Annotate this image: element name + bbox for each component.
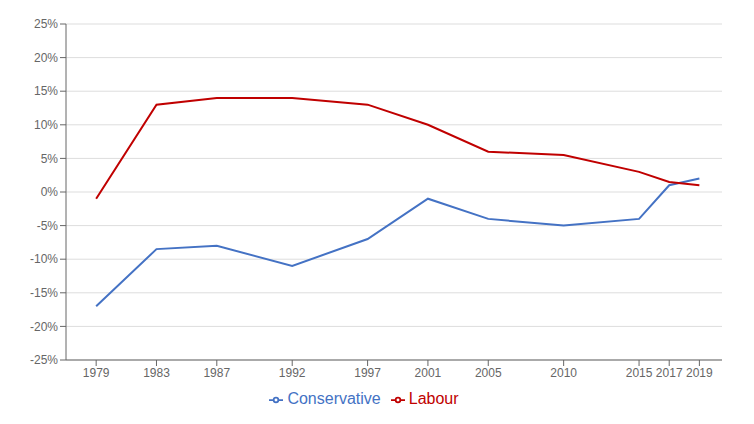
- svg-text:2015: 2015: [626, 366, 653, 380]
- svg-text:1987: 1987: [203, 366, 230, 380]
- svg-text:-10%: -10%: [30, 252, 58, 266]
- svg-text:2017: 2017: [656, 366, 683, 380]
- svg-text:1979: 1979: [83, 366, 110, 380]
- svg-text:-15%: -15%: [30, 286, 58, 300]
- svg-text:2005: 2005: [475, 366, 502, 380]
- svg-text:20%: 20%: [34, 51, 58, 65]
- html-text:Conservative: Conservative: [287, 390, 381, 407]
- svg-text:2019: 2019: [686, 366, 713, 380]
- svg-text:0%: 0%: [41, 185, 59, 199]
- svg-text:1997: 1997: [354, 366, 381, 380]
- svg-text:-25%: -25%: [30, 353, 58, 367]
- svg-text:2010: 2010: [550, 366, 577, 380]
- svg-text:10%: 10%: [34, 118, 58, 132]
- svg-text:1992: 1992: [279, 366, 306, 380]
- svg-text:25%: 25%: [34, 17, 58, 31]
- svg-text:5%: 5%: [41, 152, 59, 166]
- svg-text:-20%: -20%: [30, 320, 58, 334]
- svg-text:-5%: -5%: [37, 219, 59, 233]
- html-text:Labour: Labour: [408, 390, 459, 407]
- svg-text:2001: 2001: [415, 366, 442, 380]
- svg-text:15%: 15%: [34, 84, 58, 98]
- svg-text:1983: 1983: [143, 366, 170, 380]
